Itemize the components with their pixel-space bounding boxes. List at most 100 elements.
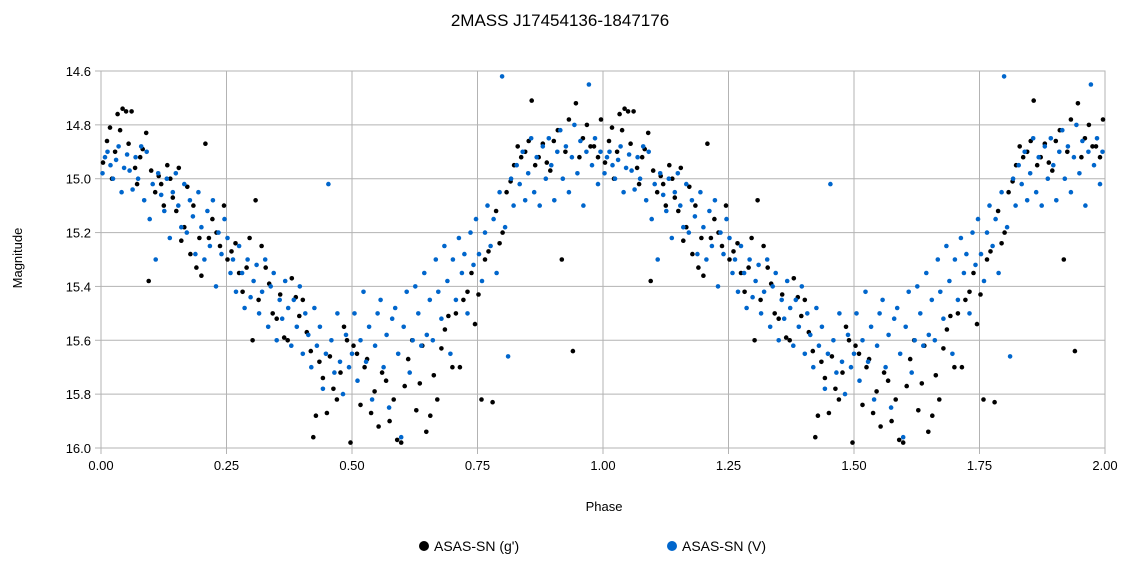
data-point	[558, 127, 563, 133]
data-point	[959, 364, 965, 370]
data-point	[113, 157, 119, 163]
data-point	[904, 383, 909, 389]
data-point	[271, 270, 277, 276]
data-point	[225, 235, 230, 241]
data-point	[493, 208, 499, 214]
data-point	[1100, 117, 1106, 122]
data-point	[453, 297, 459, 303]
data-point	[274, 338, 280, 343]
data-point	[490, 399, 495, 405]
data-point	[112, 149, 118, 155]
data-point	[730, 270, 735, 276]
data-point	[660, 192, 666, 198]
data-point	[793, 297, 799, 303]
data-point	[259, 289, 265, 295]
data-point	[919, 381, 925, 386]
data-point	[787, 338, 792, 343]
data-point	[632, 187, 637, 192]
data-point	[660, 181, 666, 187]
data-point	[676, 208, 681, 214]
data-point	[534, 154, 539, 160]
data-point	[191, 203, 196, 208]
data-point	[738, 243, 744, 249]
data-point	[805, 311, 810, 316]
x-tick-label: 0.50	[339, 458, 364, 473]
data-point	[779, 292, 785, 297]
data-point	[860, 402, 865, 408]
data-point	[896, 437, 902, 443]
data-point	[312, 305, 317, 311]
data-point	[721, 251, 726, 257]
data-point	[955, 297, 961, 303]
data-point	[569, 154, 575, 160]
data-point	[581, 203, 586, 208]
data-point	[311, 434, 316, 440]
y-tick-label: 15.4	[66, 279, 91, 294]
data-point	[1086, 122, 1092, 128]
data-point	[770, 284, 775, 289]
data-point	[1054, 198, 1059, 203]
data-point	[701, 224, 706, 230]
data-point	[984, 257, 990, 262]
data-point	[598, 149, 603, 155]
data-point	[334, 397, 340, 402]
data-point	[289, 343, 294, 349]
data-point	[878, 424, 883, 429]
data-point	[891, 316, 897, 322]
data-point	[407, 370, 413, 375]
data-point	[285, 305, 291, 311]
data-point	[819, 359, 824, 365]
data-point	[348, 440, 353, 445]
data-point	[240, 289, 245, 295]
data-point	[699, 235, 704, 241]
data-point	[678, 165, 684, 171]
data-point	[850, 440, 855, 445]
data-point	[888, 405, 894, 410]
data-point	[1053, 138, 1059, 144]
data-point	[179, 238, 184, 243]
data-point	[439, 316, 444, 322]
data-point	[552, 198, 557, 203]
data-point	[822, 375, 828, 381]
data-point	[756, 262, 761, 268]
data-point	[1027, 171, 1033, 176]
y-tick-label: 16.0	[66, 441, 91, 456]
data-point	[152, 189, 158, 195]
y-tick-label: 15.0	[66, 172, 91, 187]
data-point	[346, 364, 352, 370]
data-point	[776, 338, 781, 343]
data-point	[117, 127, 123, 133]
data-point	[127, 168, 132, 173]
data-point	[162, 208, 167, 214]
data-point	[637, 176, 643, 181]
data-point	[1090, 144, 1095, 149]
data-point	[559, 257, 565, 262]
data-point	[1030, 136, 1036, 141]
data-point	[515, 144, 520, 149]
data-point	[120, 106, 125, 111]
data-point	[967, 311, 972, 316]
data-point	[104, 138, 110, 144]
data-point	[649, 216, 654, 222]
data-point	[970, 230, 975, 235]
data-point	[746, 265, 751, 270]
data-point	[912, 338, 917, 343]
data-point	[752, 338, 757, 343]
data-point	[256, 297, 261, 303]
data-point	[375, 311, 380, 316]
data-point	[236, 243, 242, 249]
data-point	[897, 351, 903, 357]
data-point	[1020, 154, 1026, 160]
data-point	[643, 198, 649, 203]
data-point	[476, 251, 482, 257]
data-point	[871, 397, 877, 402]
data-point	[900, 440, 906, 445]
data-point	[366, 324, 372, 330]
data-point	[578, 138, 583, 144]
data-point	[317, 324, 323, 330]
data-point	[485, 203, 490, 208]
data-point	[947, 278, 952, 284]
data-point	[639, 154, 645, 160]
data-point	[834, 370, 839, 375]
